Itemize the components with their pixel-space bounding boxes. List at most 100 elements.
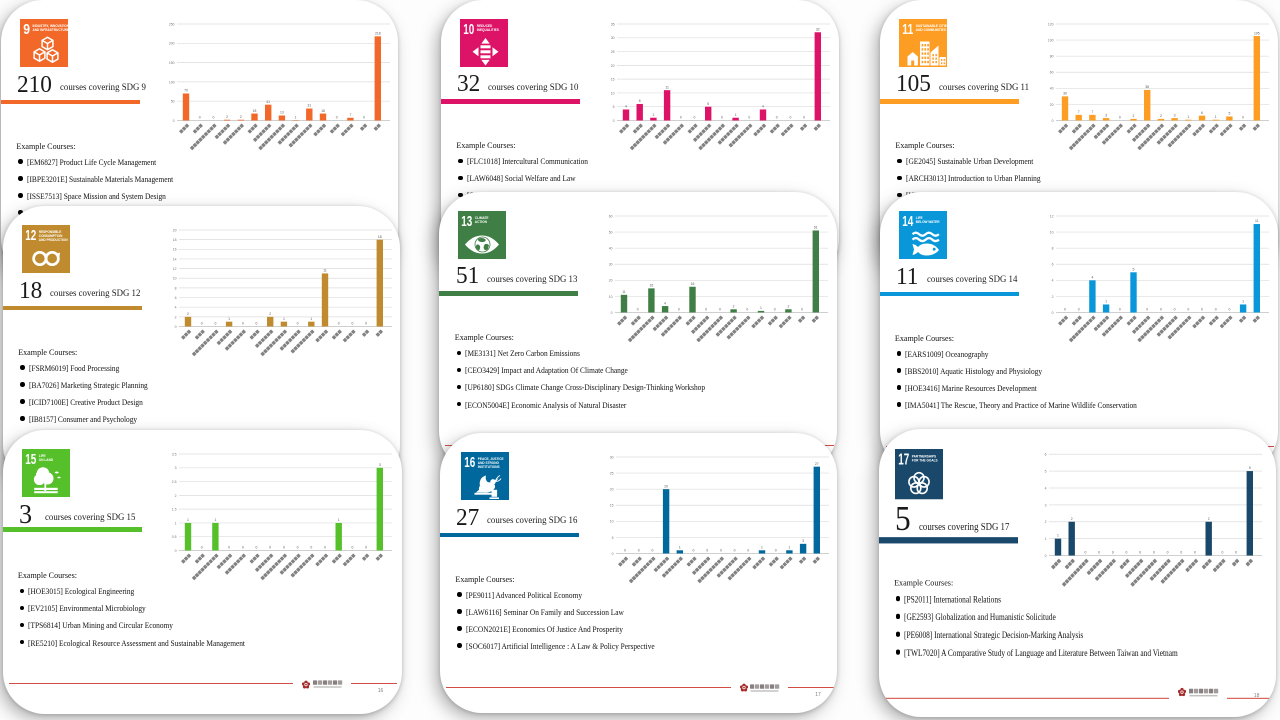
svg-text:6: 6 [1201, 110, 1203, 114]
svg-text:20: 20 [611, 63, 615, 67]
svg-text:1: 1 [283, 317, 285, 321]
svg-text:20: 20 [610, 488, 614, 492]
svg-text:2: 2 [174, 315, 176, 319]
svg-text:15: 15 [650, 283, 654, 287]
svg-text:0: 0 [351, 545, 353, 549]
svg-text:3: 3 [1174, 113, 1176, 117]
svg-text:3: 3 [378, 462, 380, 466]
svg-text:10: 10 [611, 91, 615, 95]
svg-text:1: 1 [174, 521, 176, 525]
svg-text:30: 30 [609, 262, 613, 266]
svg-text:0: 0 [269, 545, 271, 549]
svg-text:0: 0 [747, 549, 749, 553]
svg-text:0: 0 [174, 548, 176, 552]
svg-text:0: 0 [721, 115, 723, 119]
svg-text:10: 10 [463, 21, 474, 37]
svg-text:1: 1 [214, 518, 216, 522]
svg-text:0: 0 [624, 549, 626, 553]
svg-text:0: 0 [338, 322, 340, 326]
svg-text:LIFE: LIFE [915, 216, 922, 220]
svg-text:41: 41 [266, 100, 270, 104]
svg-text:0: 0 [612, 552, 614, 556]
svg-text:0: 0 [638, 549, 640, 553]
svg-text:0: 0 [255, 322, 257, 326]
svg-text:12: 12 [25, 228, 36, 244]
svg-text:0: 0 [694, 115, 696, 119]
svg-text:18: 18 [321, 109, 325, 113]
svg-text:50: 50 [609, 230, 613, 234]
svg-text:5: 5 [1228, 111, 1230, 115]
svg-text:0: 0 [296, 322, 298, 326]
svg-text:1: 1 [652, 112, 654, 116]
svg-text:105: 105 [1254, 31, 1260, 35]
svg-text:13: 13 [280, 111, 284, 115]
svg-text:INSTITUTIONS: INSTITUTIONS [478, 465, 500, 469]
svg-text:1: 1 [337, 518, 339, 522]
svg-text:20: 20 [1050, 102, 1054, 106]
svg-text:0: 0 [1180, 551, 1182, 555]
svg-text:0: 0 [351, 322, 353, 326]
svg-text:AND PRODUCTION: AND PRODUCTION [39, 238, 69, 242]
svg-text:3: 3 [1044, 503, 1046, 507]
svg-text:0: 0 [296, 545, 298, 549]
svg-text:150: 150 [169, 61, 175, 65]
svg-text:0: 0 [1242, 115, 1244, 119]
svg-text:16: 16 [173, 248, 177, 252]
svg-text:51: 51 [814, 225, 818, 229]
svg-text:AND INFRASTRUCTURE: AND INFRASTRUCTURE [33, 28, 69, 32]
svg-text:38: 38 [1145, 85, 1149, 89]
svg-text:2: 2 [269, 312, 271, 316]
svg-text:12: 12 [1049, 214, 1053, 218]
svg-text:1: 1 [735, 112, 737, 116]
svg-text:0: 0 [1125, 551, 1127, 555]
svg-text:0: 0 [201, 322, 203, 326]
svg-text:7: 7 [1078, 110, 1080, 114]
svg-text:12: 12 [173, 267, 177, 271]
svg-text:2: 2 [1207, 517, 1209, 521]
svg-text:100: 100 [169, 80, 175, 84]
svg-text:6: 6 [174, 296, 176, 300]
svg-text:31: 31 [307, 104, 311, 108]
svg-text:0: 0 [365, 545, 367, 549]
svg-text:4: 4 [762, 104, 764, 108]
svg-text:0: 0 [734, 549, 736, 553]
svg-text:80: 80 [1050, 54, 1054, 58]
svg-text:0: 0 [242, 322, 244, 326]
svg-text:2: 2 [788, 304, 790, 308]
svg-text:0: 0 [719, 307, 721, 311]
svg-text:2: 2 [1070, 517, 1072, 521]
svg-text:20: 20 [609, 278, 613, 282]
svg-text:50: 50 [171, 100, 175, 104]
svg-text:CONSUMPTION: CONSUMPTION [39, 234, 63, 238]
svg-text:0: 0 [789, 115, 791, 119]
svg-text:0: 0 [693, 549, 695, 553]
svg-text:0: 0 [613, 118, 615, 122]
svg-text:1: 1 [228, 317, 230, 321]
svg-text:0: 0 [1084, 551, 1086, 555]
svg-text:0: 0 [1214, 308, 1216, 312]
svg-text:8: 8 [1051, 247, 1053, 251]
svg-text:0: 0 [678, 307, 680, 311]
svg-text:2: 2 [226, 115, 228, 119]
svg-text:1: 1 [1215, 114, 1217, 118]
svg-text:0: 0 [637, 307, 639, 311]
svg-text:1: 1 [1187, 114, 1189, 118]
svg-text:1: 1 [295, 115, 297, 119]
svg-text:1.5: 1.5 [171, 507, 176, 511]
svg-text:0: 0 [1098, 551, 1100, 555]
svg-text:8: 8 [174, 286, 176, 290]
svg-text:0: 0 [748, 115, 750, 119]
svg-text:PEACE, JUSTICE: PEACE, JUSTICE [478, 457, 504, 461]
svg-text:0: 0 [776, 115, 778, 119]
svg-text:11: 11 [902, 21, 913, 37]
svg-text:0: 0 [651, 549, 653, 553]
svg-text:0: 0 [255, 545, 257, 549]
svg-text:AND STRONG: AND STRONG [478, 461, 500, 465]
svg-text:18: 18 [378, 235, 382, 239]
svg-text:0: 0 [1146, 308, 1148, 312]
svg-text:25: 25 [610, 471, 614, 475]
svg-text:ON LAND: ON LAND [38, 458, 53, 462]
svg-text:15: 15 [611, 77, 615, 81]
svg-text:4: 4 [1044, 486, 1046, 490]
svg-text:16: 16 [691, 281, 695, 285]
